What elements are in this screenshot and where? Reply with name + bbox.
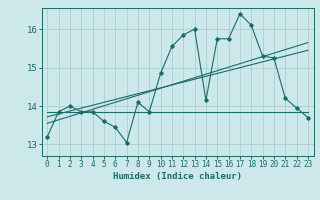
X-axis label: Humidex (Indice chaleur): Humidex (Indice chaleur) (113, 172, 242, 181)
